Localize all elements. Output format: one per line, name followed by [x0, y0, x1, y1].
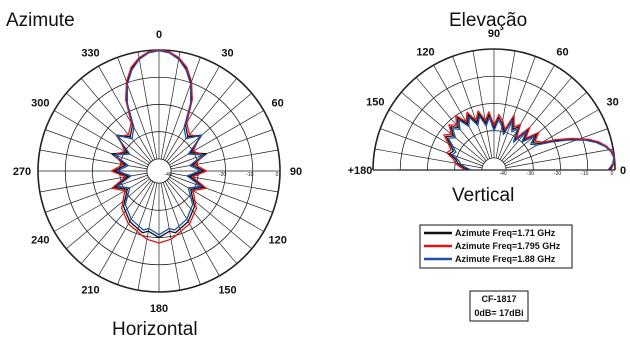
grid-spoke — [98, 181, 154, 276]
legend-item-3: Azimute Freq=1.88 GHz — [455, 254, 556, 264]
grid-spoke — [39, 172, 148, 193]
grid-spoke — [401, 91, 485, 163]
grid-spoke — [160, 182, 181, 291]
grid-spoke — [45, 129, 148, 168]
grid-spoke — [497, 56, 536, 159]
grid-spoke — [415, 77, 487, 161]
grid-spoke — [452, 56, 491, 159]
angle-label: 150 — [218, 285, 236, 297]
grid-spoke — [495, 50, 516, 159]
grid-spoke — [166, 180, 238, 264]
grid-spoke — [160, 51, 181, 160]
model-info-box: CF-1817 0dB= 17dBi — [469, 290, 529, 322]
grid-spoke — [137, 182, 158, 291]
grid-spoke — [503, 91, 587, 163]
series-trace-3 — [113, 50, 205, 236]
grid-spoke — [39, 149, 148, 170]
radial-tick-label: 0 — [276, 172, 279, 178]
grid-spoke — [499, 65, 555, 160]
legend-item-2: Azimute Freq=1.795 GHz — [455, 241, 561, 251]
grid-spoke — [162, 182, 201, 285]
radial-tick-label: -40 — [499, 171, 506, 177]
angle-label: 180 — [150, 303, 168, 315]
grid-spoke — [168, 92, 252, 164]
grid-spoke — [80, 180, 152, 264]
grid-spoke — [66, 178, 150, 250]
radial-tick-label: -10 — [581, 171, 588, 177]
angle-label: 60 — [556, 46, 568, 58]
series-trace-3 — [447, 115, 615, 171]
grid-spoke — [168, 178, 252, 250]
grid-spoke — [117, 182, 156, 285]
grid-spoke — [170, 174, 273, 213]
series-trace-1 — [111, 49, 207, 239]
grid-spoke — [117, 57, 156, 160]
angle-label: 30 — [221, 47, 233, 59]
grid-spoke — [98, 66, 154, 161]
azimuth-polar-plot: 0-10-20-30-40030609012015018021024027030… — [13, 29, 302, 315]
radial-tick-label: -10 — [246, 172, 253, 178]
elevation-polar-plot: 0 -10 -20 -30 -40 +180 150 120 90 60 30 0 — [348, 28, 626, 177]
grid-spoke — [162, 57, 201, 160]
radial-tick-label: -40 — [164, 172, 171, 178]
grid-spoke — [472, 50, 493, 159]
angle-label: 0 — [156, 29, 162, 41]
angle-label: 30 — [607, 97, 619, 109]
grid-spoke — [505, 148, 614, 169]
angle-label: 150 — [366, 97, 384, 109]
grid-spoke — [137, 51, 158, 160]
grid-spoke — [380, 128, 483, 167]
grid-spoke — [66, 92, 150, 164]
radial-tick-label: -20 — [219, 172, 226, 178]
radial-tick-label: 0 — [611, 171, 614, 177]
angle-label: 90 — [488, 28, 500, 40]
elevation-title: Elevação — [449, 10, 527, 31]
azimuth-subtitle: Horizontal — [112, 319, 198, 337]
grid-spoke — [170, 172, 279, 193]
series-trace-2 — [443, 110, 615, 171]
grid-spoke — [169, 176, 264, 232]
angle-label: 120 — [268, 235, 286, 247]
grid-spoke — [504, 109, 599, 165]
grid-spoke — [166, 78, 238, 162]
grid-spoke — [374, 148, 483, 169]
grid-spoke — [80, 78, 152, 162]
gain-reference: 0dB= 17dBi — [474, 308, 523, 318]
grid-spoke — [389, 109, 484, 165]
angle-label: 90 — [290, 166, 302, 178]
radial-tick-label: -30 — [527, 171, 534, 177]
angle-label: 210 — [81, 285, 99, 297]
elevation-subtitle: Vertical — [452, 185, 514, 206]
grid-spoke — [54, 110, 149, 166]
grid-spoke — [54, 176, 149, 232]
model-info-frame — [469, 290, 529, 322]
angle-label: 300 — [31, 98, 49, 110]
grid-spoke — [45, 174, 148, 213]
model-name: CF-1817 — [481, 294, 516, 304]
angle-label: 120 — [416, 46, 434, 58]
grid-spoke — [170, 149, 279, 170]
angle-label: +180 — [348, 165, 373, 177]
angle-label: 240 — [31, 235, 49, 247]
grid-spoke — [170, 129, 273, 168]
grid-spoke — [501, 77, 573, 161]
angle-label: 60 — [272, 98, 284, 110]
radial-tick-label: -20 — [554, 171, 561, 177]
grid-spoke — [433, 65, 489, 160]
grid-spoke — [164, 66, 220, 161]
grid-spoke — [169, 110, 264, 166]
angle-label: 330 — [81, 47, 99, 59]
series-trace-2 — [110, 49, 208, 244]
grid-center — [146, 158, 172, 184]
angle-label: 270 — [13, 166, 31, 178]
legend-item-1: Azimute Freq=1.71 GHz — [455, 228, 556, 238]
angle-label: 0 — [620, 165, 626, 177]
grid-spoke — [505, 128, 608, 167]
azimuth-title: Azimute — [6, 10, 75, 31]
legend: Azimute Freq=1.71 GHz Azimute Freq=1.795… — [419, 224, 573, 269]
grid-spoke — [164, 181, 220, 276]
